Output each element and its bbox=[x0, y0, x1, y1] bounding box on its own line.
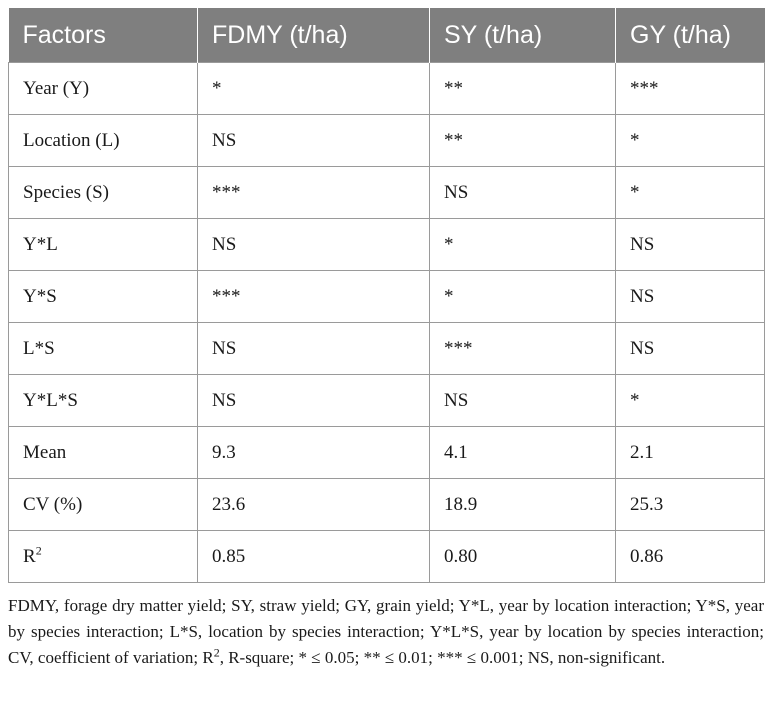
header-fdmy: FDMY (t/ha) bbox=[197, 8, 430, 63]
cell-sy: * bbox=[429, 270, 616, 323]
cell-fdmy: 0.85 bbox=[197, 530, 430, 583]
cell-sy: *** bbox=[429, 322, 616, 375]
table-row: Species (S) *** NS * bbox=[8, 166, 765, 219]
row-label: Y*L bbox=[8, 218, 198, 271]
table-row: CV (%) 23.6 18.9 25.3 bbox=[8, 478, 765, 531]
cell-gy: NS bbox=[615, 270, 765, 323]
cell-sy: NS bbox=[429, 374, 616, 427]
cell-fdmy: *** bbox=[197, 166, 430, 219]
cell-sy: 18.9 bbox=[429, 478, 616, 531]
row-label: Year (Y) bbox=[8, 62, 198, 115]
cell-sy: * bbox=[429, 218, 616, 271]
row-label: Y*L*S bbox=[8, 374, 198, 427]
cell-sy: NS bbox=[429, 166, 616, 219]
cell-sy: 4.1 bbox=[429, 426, 616, 479]
cell-fdmy: NS bbox=[197, 374, 430, 427]
cell-fdmy: NS bbox=[197, 218, 430, 271]
row-label: Species (S) bbox=[8, 166, 198, 219]
cell-sy: ** bbox=[429, 114, 616, 167]
table-row: L*S NS *** NS bbox=[8, 322, 765, 375]
row-label: L*S bbox=[8, 322, 198, 375]
cell-fdmy: * bbox=[197, 62, 430, 115]
cell-fdmy: NS bbox=[197, 114, 430, 167]
table-row: Y*S *** * NS bbox=[8, 270, 765, 323]
superscript: 2 bbox=[213, 645, 220, 660]
table-row: Y*L*S NS NS * bbox=[8, 374, 765, 427]
row-label: Location (L) bbox=[8, 114, 198, 167]
anova-table: Factors FDMY (t/ha) SY (t/ha) GY (t/ha) … bbox=[8, 8, 765, 583]
table-row: Mean 9.3 4.1 2.1 bbox=[8, 426, 765, 479]
table-row: Y*L NS * NS bbox=[8, 218, 765, 271]
cell-gy: *** bbox=[615, 62, 765, 115]
cell-gy: * bbox=[615, 374, 765, 427]
footnote-text: FDMY, forage dry matter yield; SY, straw… bbox=[8, 596, 764, 667]
cell-gy: 25.3 bbox=[615, 478, 765, 531]
footnote-text-end: , R-square; * ≤ 0.05; ** ≤ 0.01; *** ≤ 0… bbox=[219, 648, 666, 667]
cell-fdmy: NS bbox=[197, 322, 430, 375]
row-label: Mean bbox=[8, 426, 198, 479]
superscript: 2 bbox=[35, 543, 42, 558]
cell-sy: ** bbox=[429, 62, 616, 115]
table-footnote: FDMY, forage dry matter yield; SY, straw… bbox=[8, 593, 764, 671]
cell-fdmy: 9.3 bbox=[197, 426, 430, 479]
table-row: R2 0.85 0.80 0.86 bbox=[8, 530, 765, 583]
cell-gy: NS bbox=[615, 218, 765, 271]
cell-gy: 0.86 bbox=[615, 530, 765, 583]
cell-fdmy: *** bbox=[197, 270, 430, 323]
table-row: Year (Y) * ** *** bbox=[8, 62, 765, 115]
table-row: Location (L) NS ** * bbox=[8, 114, 765, 167]
header-factors: Factors bbox=[8, 8, 198, 63]
cell-gy: NS bbox=[615, 322, 765, 375]
row-label: CV (%) bbox=[8, 478, 198, 531]
cell-sy: 0.80 bbox=[429, 530, 616, 583]
header-gy: GY (t/ha) bbox=[615, 8, 765, 63]
cell-fdmy: 23.6 bbox=[197, 478, 430, 531]
table-container: Factors FDMY (t/ha) SY (t/ha) GY (t/ha) … bbox=[8, 8, 765, 671]
header-sy: SY (t/ha) bbox=[429, 8, 616, 63]
cell-gy: * bbox=[615, 114, 765, 167]
cell-gy: 2.1 bbox=[615, 426, 765, 479]
header-row: Factors FDMY (t/ha) SY (t/ha) GY (t/ha) bbox=[8, 8, 765, 63]
row-label: R2 bbox=[8, 530, 198, 583]
row-label: Y*S bbox=[8, 270, 198, 323]
cell-gy: * bbox=[615, 166, 765, 219]
r-square-label: R bbox=[23, 545, 36, 567]
